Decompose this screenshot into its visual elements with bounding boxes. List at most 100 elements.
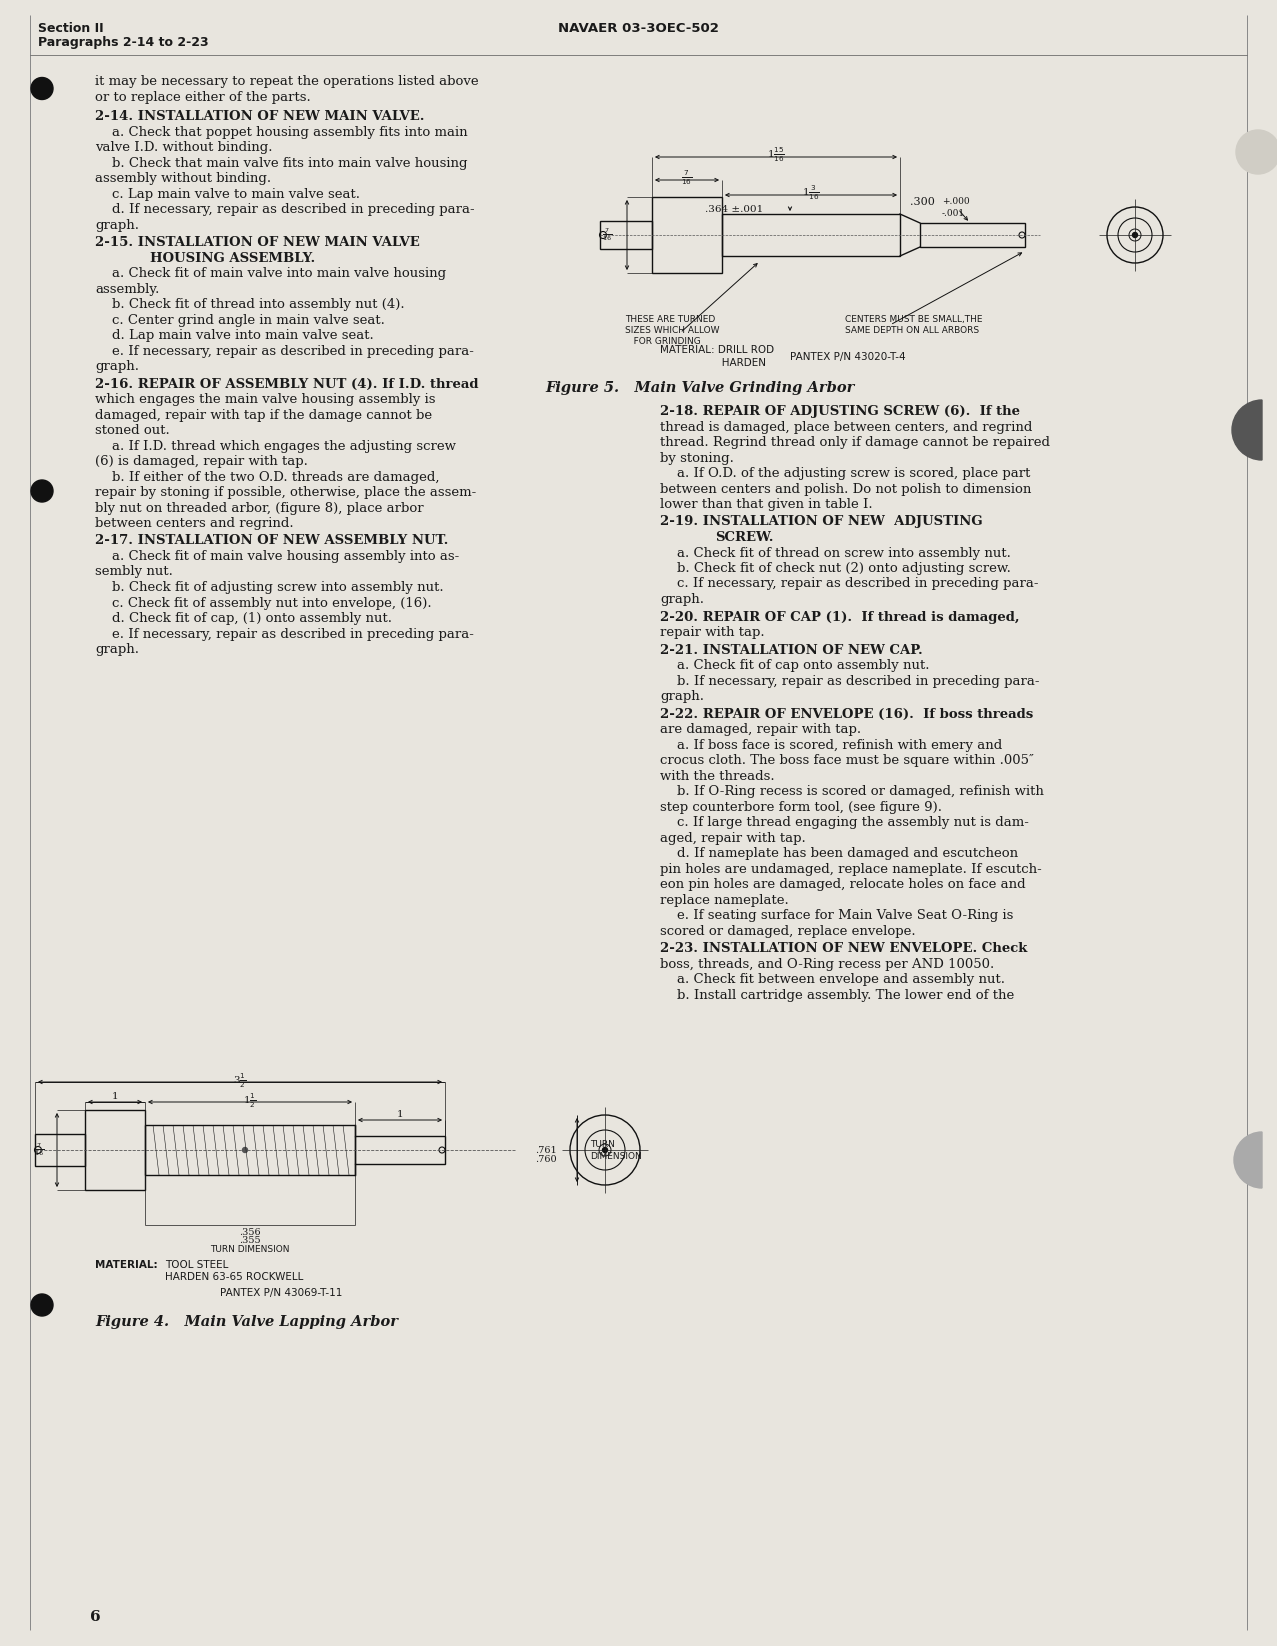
Bar [600,221,653,249]
Text: $\frac{7}{16}$: $\frac{7}{16}$ [682,170,692,188]
Circle shape [1236,130,1277,174]
Text: e. If necessary, repair as described in preceding para-: e. If necessary, repair as described in … [94,627,474,640]
Text: repair by stoning if possible, otherwise, place the assem-: repair by stoning if possible, otherwise… [94,486,476,499]
Text: 2-15. INSTALLATION OF NEW MAIN VALVE: 2-15. INSTALLATION OF NEW MAIN VALVE [94,235,420,249]
Circle shape [243,1147,248,1152]
Wedge shape [1234,1132,1262,1188]
Text: Section II: Section II [38,21,103,35]
Text: 1$\frac{1}{2}$: 1$\frac{1}{2}$ [244,1091,257,1111]
Text: SCREW.: SCREW. [715,532,774,543]
Text: NAVAER 03-3OEC-502: NAVAER 03-3OEC-502 [558,21,719,35]
Text: 2-21. INSTALLATION OF NEW CAP.: 2-21. INSTALLATION OF NEW CAP. [660,644,923,657]
Text: scored or damaged, replace envelope.: scored or damaged, replace envelope. [660,925,916,938]
Text: a. Check fit of main valve into main valve housing: a. Check fit of main valve into main val… [94,267,446,280]
Text: PANTEX P/N 43020-T-4: PANTEX P/N 43020-T-4 [790,352,905,362]
Text: thread is damaged, place between centers, and regrind: thread is damaged, place between centers… [660,420,1032,433]
Text: a. If O.D. of the adjusting screw is scored, place part: a. If O.D. of the adjusting screw is sco… [660,467,1031,481]
Text: or to replace either of the parts.: or to replace either of the parts. [94,91,310,104]
Text: SAME DEPTH ON ALL ARBORS: SAME DEPTH ON ALL ARBORS [845,326,979,336]
Text: -.001: -.001 [942,209,965,217]
Text: THESE ARE TURNED: THESE ARE TURNED [624,314,715,324]
Text: 2-22. REPAIR OF ENVELOPE (16).  If boss threads: 2-22. REPAIR OF ENVELOPE (16). If boss t… [660,708,1033,721]
Text: SIZES WHICH ALLOW: SIZES WHICH ALLOW [624,326,719,336]
Text: b. Check fit of adjusting screw into assembly nut.: b. Check fit of adjusting screw into ass… [94,581,443,594]
Text: graph.: graph. [94,644,139,657]
Text: boss, threads, and O-Ring recess per AND 10050.: boss, threads, and O-Ring recess per AND… [660,958,995,971]
Circle shape [31,481,54,502]
Text: pin holes are undamaged, replace nameplate. If escutch-: pin holes are undamaged, replace namepla… [660,863,1042,876]
Text: e. If seating surface for Main Valve Seat O-Ring is: e. If seating surface for Main Valve Sea… [660,909,1014,922]
Text: with the threads.: with the threads. [660,769,775,782]
Text: eon pin holes are damaged, relocate holes on face and: eon pin holes are damaged, relocate hole… [660,877,1025,890]
Text: are damaged, repair with tap.: are damaged, repair with tap. [660,723,861,736]
Text: DIMENSION: DIMENSION [590,1152,642,1160]
Text: c. Center grind angle in main valve seat.: c. Center grind angle in main valve seat… [94,313,384,326]
Circle shape [603,1147,608,1152]
Text: HOUSING ASSEMBLY.: HOUSING ASSEMBLY. [149,252,315,265]
Text: .761: .761 [535,1146,557,1155]
Text: crocus cloth. The boss face must be square within .005″: crocus cloth. The boss face must be squa… [660,754,1034,767]
Text: .364 ±.001: .364 ±.001 [705,206,764,214]
Text: Figure 5.   Main Valve Grinding Arbor: Figure 5. Main Valve Grinding Arbor [545,380,854,395]
Text: TOOL STEEL: TOOL STEEL [165,1259,229,1271]
Circle shape [31,77,54,99]
Text: step counterbore form tool, (see figure 9).: step counterbore form tool, (see figure … [660,800,942,813]
Bar [86,1109,146,1190]
Text: (6) is damaged, repair with tap.: (6) is damaged, repair with tap. [94,454,308,467]
Text: graph.: graph. [660,690,704,703]
Text: Paragraphs 2-14 to 2-23: Paragraphs 2-14 to 2-23 [38,36,208,49]
Text: .356: .356 [239,1228,261,1238]
Text: CENTERS MUST BE SMALL,THE: CENTERS MUST BE SMALL,THE [845,314,982,324]
Text: d. Lap main valve into main valve seat.: d. Lap main valve into main valve seat. [94,329,374,342]
Text: FOR GRINDING: FOR GRINDING [624,337,701,346]
Text: c. Check fit of assembly nut into envelope, (16).: c. Check fit of assembly nut into envelo… [94,596,432,609]
Text: $\frac{7}{16}$: $\frac{7}{16}$ [34,1142,43,1159]
Text: c. Lap main valve to main valve seat.: c. Lap main valve to main valve seat. [94,188,360,201]
Text: sembly nut.: sembly nut. [94,566,172,578]
Text: TURN DIMENSION: TURN DIMENSION [211,1244,290,1254]
Text: assembly without binding.: assembly without binding. [94,171,271,184]
Text: by stoning.: by stoning. [660,451,734,464]
Text: Figure 4.   Main Valve Lapping Arbor: Figure 4. Main Valve Lapping Arbor [94,1315,398,1328]
Text: 2-19. INSTALLATION OF NEW  ADJUSTING: 2-19. INSTALLATION OF NEW ADJUSTING [660,515,982,528]
Text: 2-23. INSTALLATION OF NEW ENVELOPE. Check: 2-23. INSTALLATION OF NEW ENVELOPE. Chec… [660,942,1028,955]
Text: a. Check fit of thread on screw into assembly nut.: a. Check fit of thread on screw into ass… [660,546,1011,560]
Text: 1$\frac{3}{16}$: 1$\frac{3}{16}$ [802,184,820,202]
Text: 2-17. INSTALLATION OF NEW ASSEMBLY NUT.: 2-17. INSTALLATION OF NEW ASSEMBLY NUT. [94,535,448,548]
Text: graph.: graph. [94,360,139,374]
Text: b. If either of the two O.D. threads are damaged,: b. If either of the two O.D. threads are… [94,471,439,484]
Text: d. If necessary, repair as described in preceding para-: d. If necessary, repair as described in … [94,202,475,216]
Wedge shape [1232,400,1262,459]
Text: .355: .355 [239,1236,261,1244]
Text: 1: 1 [397,1109,404,1119]
Text: 2-16. REPAIR OF ASSEMBLY NUT (4). If I.D. thread: 2-16. REPAIR OF ASSEMBLY NUT (4). If I.D… [94,377,479,390]
Text: TURN: TURN [590,1141,614,1149]
Bar [34,1134,86,1165]
Text: b. Check that main valve fits into main valve housing: b. Check that main valve fits into main … [94,156,467,170]
Text: between centers and polish. Do not polish to dimension: between centers and polish. Do not polis… [660,482,1032,495]
Text: PANTEX P/N 43069-T-11: PANTEX P/N 43069-T-11 [220,1289,342,1299]
Text: 6: 6 [89,1610,101,1625]
Bar [722,214,900,257]
Text: replace nameplate.: replace nameplate. [660,894,789,907]
Text: graph.: graph. [660,593,704,606]
Text: b. Install cartridge assembly. The lower end of the: b. Install cartridge assembly. The lower… [660,989,1014,1001]
Text: a. If boss face is scored, refinish with emery and: a. If boss face is scored, refinish with… [660,739,1002,752]
Text: HARDEN: HARDEN [660,357,766,369]
Bar [146,1124,355,1175]
Text: HARDEN 63-65 ROCKWELL: HARDEN 63-65 ROCKWELL [165,1272,304,1282]
Text: a. Check that poppet housing assembly fits into main: a. Check that poppet housing assembly fi… [94,125,467,138]
Text: 2-14. INSTALLATION OF NEW MAIN VALVE.: 2-14. INSTALLATION OF NEW MAIN VALVE. [94,110,424,123]
Bar [919,222,1025,247]
Text: c. If large thread engaging the assembly nut is dam-: c. If large thread engaging the assembly… [660,816,1029,830]
Text: a. Check fit of main valve housing assembly into as-: a. Check fit of main valve housing assem… [94,550,460,563]
Circle shape [31,1294,54,1317]
Text: 2-20. REPAIR OF CAP (1).  If thread is damaged,: 2-20. REPAIR OF CAP (1). If thread is da… [660,611,1019,624]
Text: a. Check fit between envelope and assembly nut.: a. Check fit between envelope and assemb… [660,973,1005,986]
Text: b. If necessary, repair as described in preceding para-: b. If necessary, repair as described in … [660,675,1039,688]
Text: a. Check fit of cap onto assembly nut.: a. Check fit of cap onto assembly nut. [660,658,930,672]
Text: .300: .300 [911,198,935,207]
Text: d. If nameplate has been damaged and escutcheon: d. If nameplate has been damaged and esc… [660,848,1018,859]
Text: b. Check fit of thread into assembly nut (4).: b. Check fit of thread into assembly nut… [94,298,405,311]
Text: graph.: graph. [94,219,139,232]
